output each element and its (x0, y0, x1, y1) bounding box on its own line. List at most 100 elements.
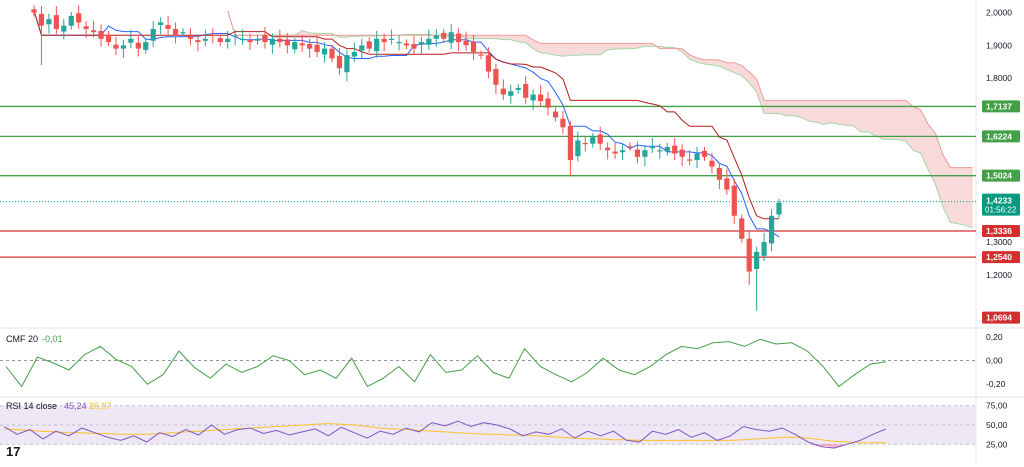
candle[interactable] (61, 19, 67, 40)
candle[interactable] (269, 33, 275, 54)
candle[interactable] (575, 131, 581, 162)
candle[interactable] (277, 29, 283, 48)
candle[interactable] (470, 34, 477, 60)
candle[interactable] (500, 79, 506, 100)
candle[interactable] (91, 21, 97, 38)
candle[interactable] (396, 35, 402, 51)
candle[interactable] (776, 198, 782, 219)
candle[interactable] (143, 38, 149, 54)
candle[interactable] (31, 5, 37, 17)
candle[interactable] (478, 50, 484, 60)
candle[interactable] (619, 143, 626, 161)
candle[interactable] (113, 36, 119, 56)
candle[interactable] (761, 232, 767, 262)
candle[interactable] (68, 11, 74, 30)
candle[interactable] (672, 137, 678, 161)
candle[interactable] (448, 24, 454, 50)
candle[interactable] (217, 34, 223, 46)
candle[interactable] (731, 179, 737, 224)
candle[interactable] (754, 246, 760, 311)
candle[interactable] (463, 31, 469, 51)
candle[interactable] (38, 6, 45, 66)
candle[interactable] (344, 49, 350, 82)
candle[interactable] (307, 38, 313, 58)
candle[interactable] (172, 22, 179, 44)
candle[interactable] (679, 144, 685, 166)
candle[interactable] (418, 36, 424, 54)
candle[interactable] (403, 39, 410, 50)
candle[interactable] (262, 26, 268, 49)
candle[interactable] (590, 133, 596, 148)
candle[interactable] (299, 35, 305, 52)
candle[interactable] (329, 44, 335, 63)
candle[interactable] (76, 5, 82, 29)
candle[interactable] (232, 30, 238, 46)
candle[interactable] (359, 38, 365, 59)
candlestick-series[interactable] (31, 5, 782, 311)
candle[interactable] (694, 146, 700, 168)
candle[interactable] (240, 29, 246, 45)
candle[interactable] (634, 141, 641, 164)
candle[interactable] (687, 150, 693, 166)
candle[interactable] (627, 142, 633, 151)
candle[interactable] (567, 120, 573, 177)
candle[interactable] (202, 29, 208, 46)
candle[interactable] (53, 6, 59, 35)
candle[interactable] (545, 91, 551, 116)
candle[interactable] (560, 110, 566, 134)
candle[interactable] (165, 15, 171, 35)
candle[interactable] (411, 36, 417, 56)
candle[interactable] (120, 40, 126, 58)
candle[interactable] (195, 34, 201, 52)
candle[interactable] (135, 36, 141, 57)
candle[interactable] (366, 37, 372, 53)
candle[interactable] (46, 13, 52, 34)
candle[interactable] (582, 136, 588, 152)
candle[interactable] (664, 143, 670, 156)
candle[interactable] (642, 145, 648, 166)
candle[interactable] (612, 142, 618, 159)
candle[interactable] (374, 30, 380, 58)
candle[interactable] (381, 33, 387, 52)
candle[interactable] (709, 152, 715, 174)
candle[interactable] (493, 63, 499, 94)
candle[interactable] (515, 84, 521, 94)
candle[interactable] (739, 214, 745, 243)
candle[interactable] (158, 17, 164, 35)
candle[interactable] (523, 76, 529, 105)
candle[interactable] (98, 24, 104, 47)
candle[interactable] (746, 230, 752, 285)
candle[interactable] (225, 30, 231, 49)
candle[interactable] (351, 42, 357, 62)
tradingview-logo[interactable]: 17 (6, 444, 20, 459)
candle[interactable] (485, 47, 492, 79)
candle[interactable] (768, 209, 775, 252)
candle[interactable] (552, 107, 559, 122)
candle[interactable] (538, 85, 544, 107)
candle[interactable] (389, 29, 395, 45)
candle[interactable] (105, 30, 112, 46)
candle[interactable] (292, 38, 298, 54)
candle[interactable] (433, 28, 439, 47)
candle[interactable] (456, 28, 462, 52)
candle[interactable] (701, 146, 708, 161)
candle[interactable] (530, 89, 536, 110)
candle[interactable] (254, 34, 261, 45)
candle[interactable] (180, 28, 186, 37)
candle[interactable] (314, 35, 320, 58)
candle[interactable] (336, 47, 343, 75)
candle[interactable] (657, 143, 663, 159)
candle[interactable] (150, 21, 156, 48)
candle[interactable] (210, 28, 216, 44)
candle[interactable] (321, 42, 328, 63)
candle[interactable] (724, 169, 730, 195)
candle[interactable] (508, 84, 514, 104)
candle[interactable] (187, 28, 194, 46)
price-axis[interactable]: 2,0000 1,9000 1,8000 1,3000 1,2000 (986, 8, 1012, 280)
candle[interactable] (247, 33, 253, 50)
candle[interactable] (649, 137, 655, 153)
candle[interactable] (284, 32, 290, 54)
candle[interactable] (716, 162, 722, 189)
